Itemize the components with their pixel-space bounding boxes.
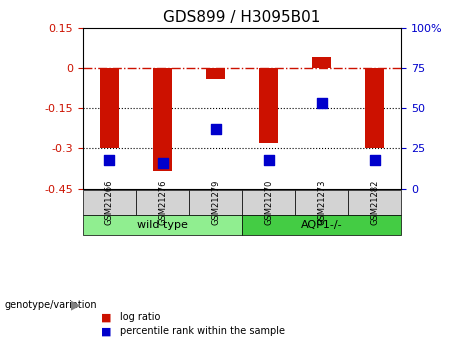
Point bbox=[106, 157, 113, 162]
Point bbox=[318, 100, 325, 106]
Text: ▶: ▶ bbox=[71, 299, 81, 312]
FancyBboxPatch shape bbox=[242, 190, 295, 215]
FancyBboxPatch shape bbox=[136, 190, 189, 215]
Bar bbox=[153, 68, 172, 171]
Text: percentile rank within the sample: percentile rank within the sample bbox=[120, 326, 285, 336]
FancyBboxPatch shape bbox=[83, 190, 136, 215]
Text: log ratio: log ratio bbox=[120, 313, 160, 322]
Text: GSM21282: GSM21282 bbox=[370, 180, 379, 225]
Bar bbox=[100, 68, 119, 148]
Point bbox=[212, 126, 219, 132]
FancyBboxPatch shape bbox=[189, 190, 242, 215]
Point bbox=[371, 157, 378, 162]
Text: wild type: wild type bbox=[137, 220, 188, 230]
Point bbox=[159, 160, 166, 166]
FancyBboxPatch shape bbox=[348, 190, 401, 215]
Title: GDS899 / H3095B01: GDS899 / H3095B01 bbox=[163, 10, 321, 25]
Text: GSM21276: GSM21276 bbox=[158, 180, 167, 225]
Text: GSM21279: GSM21279 bbox=[211, 180, 220, 225]
Text: GSM21266: GSM21266 bbox=[105, 180, 114, 225]
Text: genotype/variation: genotype/variation bbox=[5, 300, 97, 310]
FancyBboxPatch shape bbox=[83, 215, 242, 235]
Bar bbox=[259, 68, 278, 143]
Bar bbox=[312, 57, 331, 68]
Bar bbox=[365, 68, 384, 148]
Text: ■: ■ bbox=[101, 313, 112, 322]
Text: GSM21270: GSM21270 bbox=[264, 180, 273, 225]
FancyBboxPatch shape bbox=[242, 215, 401, 235]
Bar bbox=[206, 68, 225, 79]
Text: GSM21273: GSM21273 bbox=[317, 180, 326, 225]
Text: AQP1-/-: AQP1-/- bbox=[301, 220, 343, 230]
Text: ■: ■ bbox=[101, 326, 112, 336]
Point bbox=[265, 157, 272, 162]
FancyBboxPatch shape bbox=[295, 190, 348, 215]
